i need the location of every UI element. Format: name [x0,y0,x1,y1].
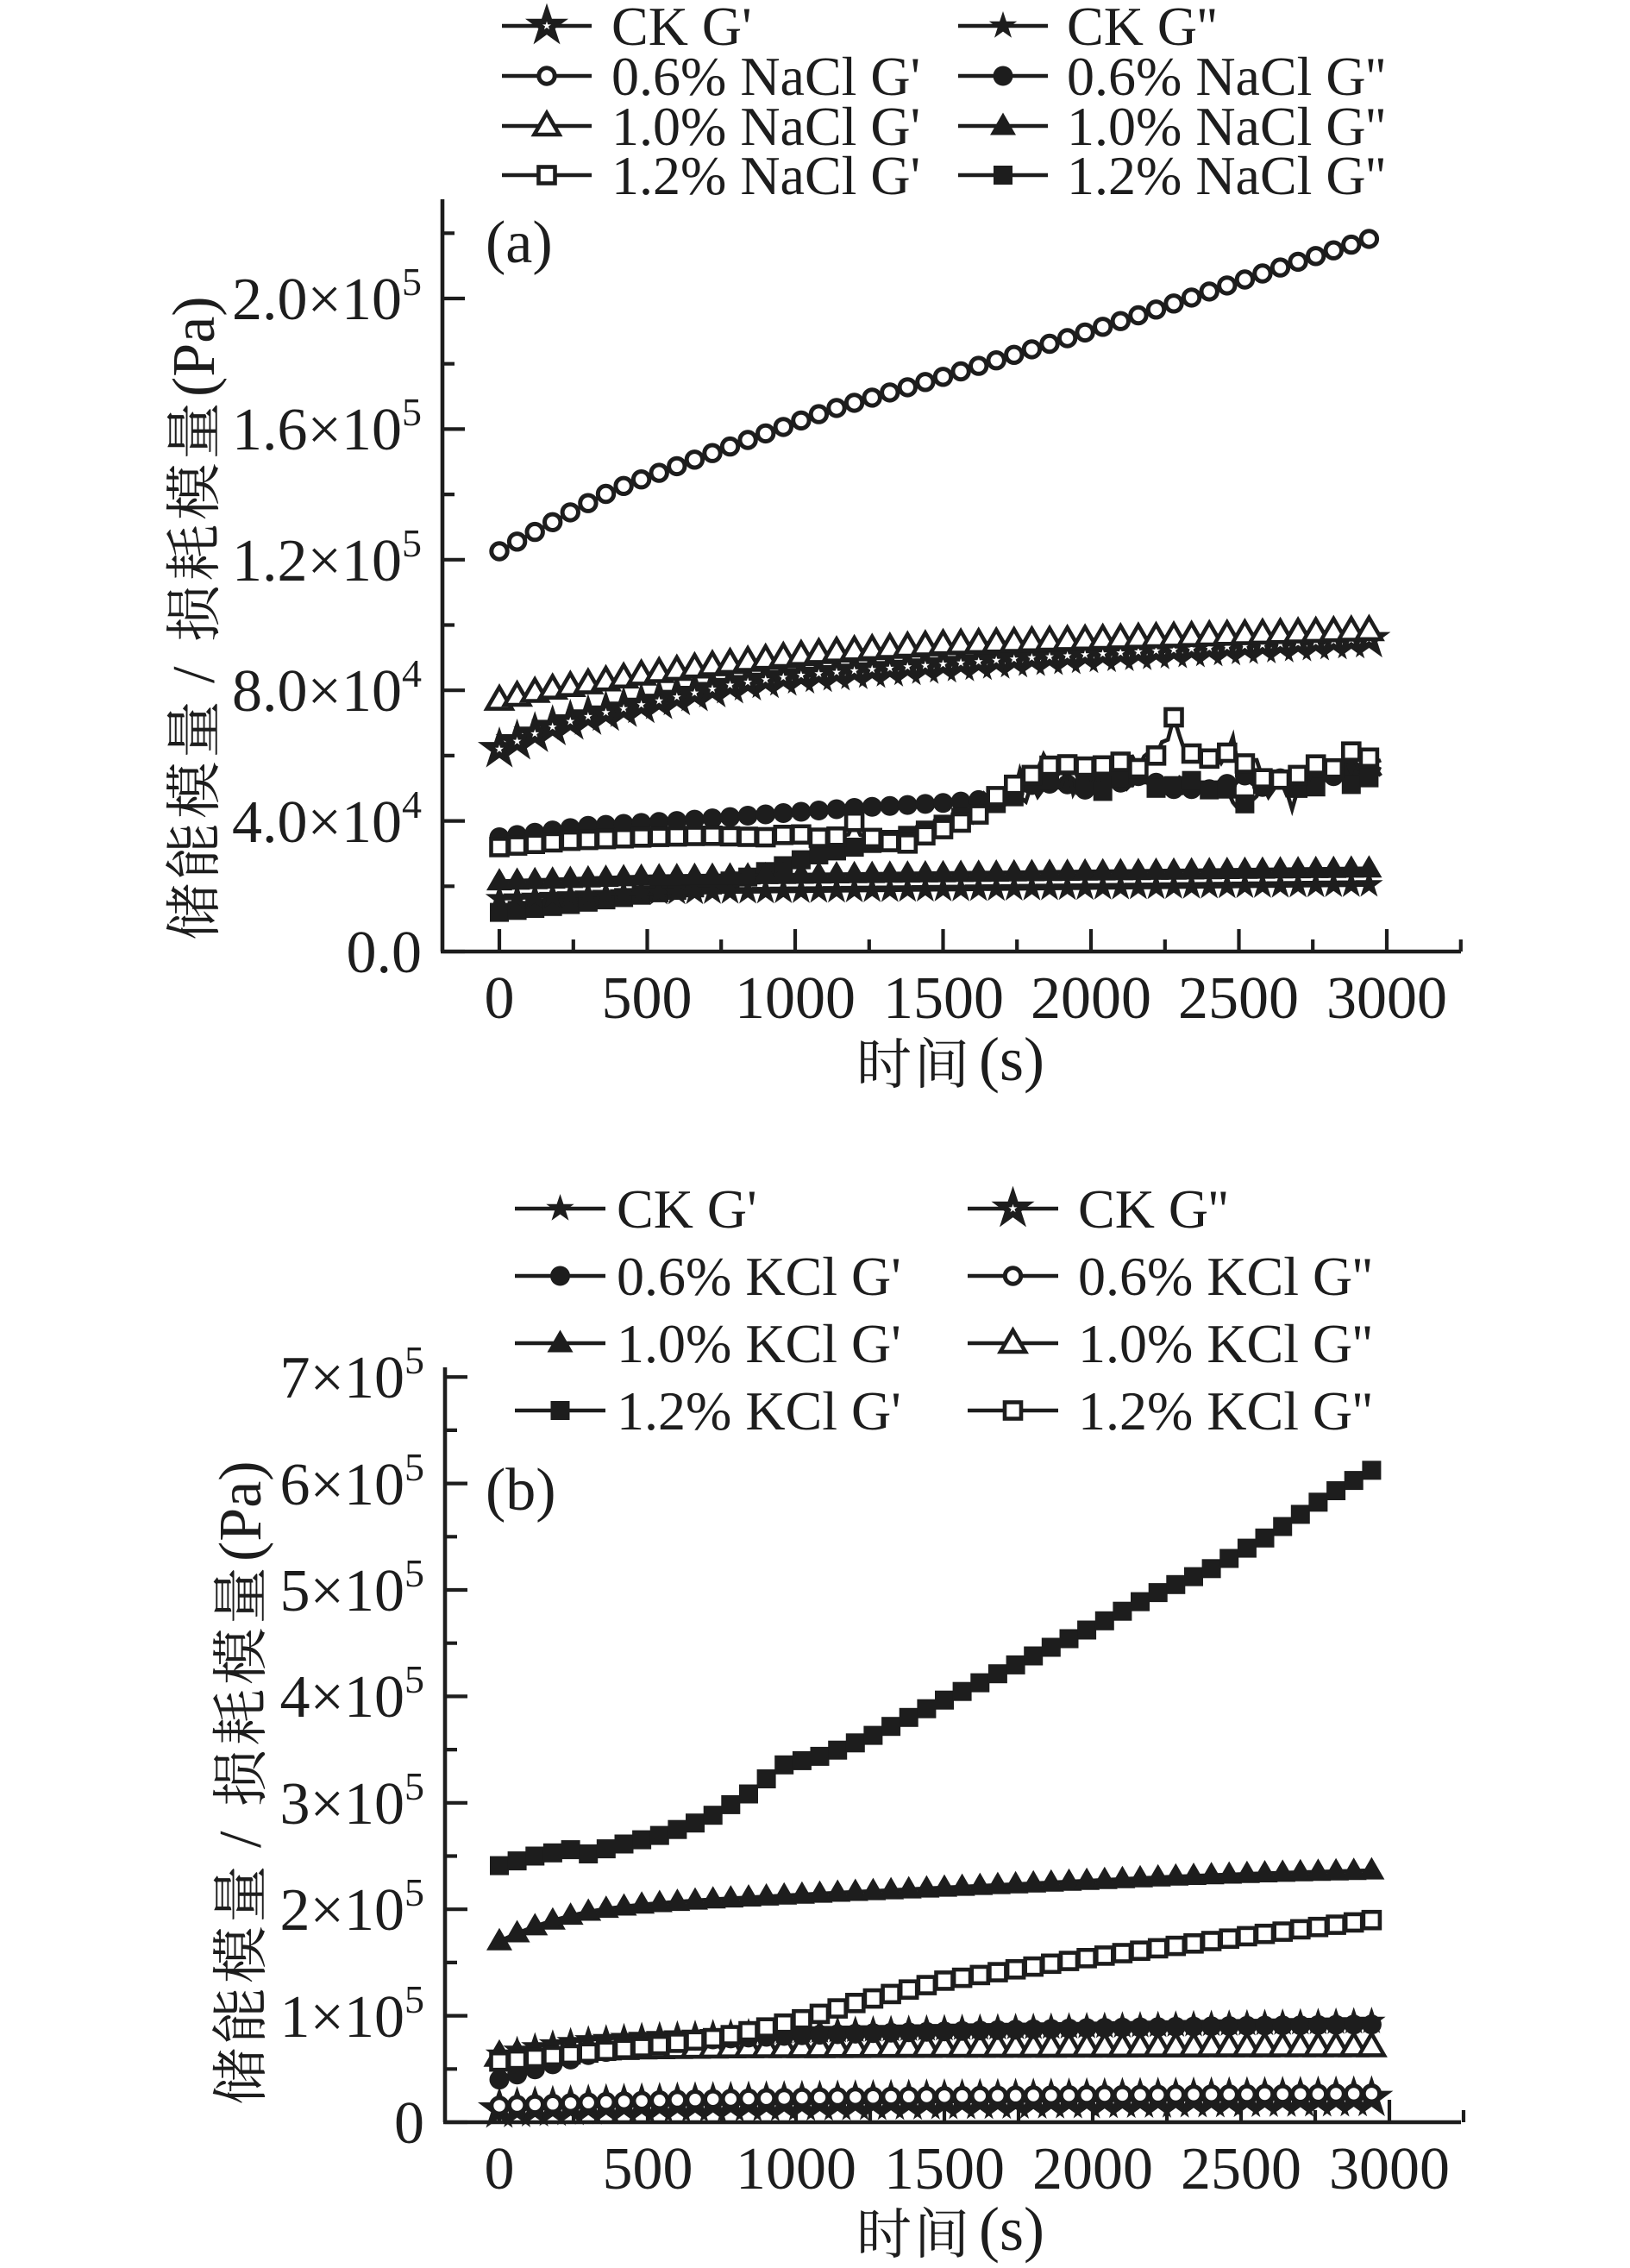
svg-text:1.2% KCl G'': 1.2% KCl G'' [1078,1380,1372,1442]
svg-text:1000: 1000 [735,965,856,1032]
svg-text:1.2% KCl G': 1.2% KCl G' [617,1380,901,1442]
svg-text:0: 0 [485,2136,515,2202]
svg-text:6×105: 6×105 [280,1445,424,1518]
svg-text:2000: 2000 [1031,965,1151,1032]
svg-text:(Pa): (Pa) [161,296,228,397]
svg-text:(s): (s) [979,2195,1044,2264]
svg-text:(Pa): (Pa) [208,1461,274,1561]
svg-text:4.0×104: 4.0×104 [232,782,422,856]
svg-text:500: 500 [603,2136,693,2202]
svg-text:2500: 2500 [1178,965,1299,1032]
svg-text:3000: 3000 [1326,965,1447,1032]
svg-text:1×105: 1×105 [280,1977,424,2051]
svg-text:2.0×105: 2.0×105 [232,260,422,333]
svg-text:/: / [161,666,228,683]
svg-text:4×105: 4×105 [280,1657,424,1731]
svg-text:0.6% NaCl G': 0.6% NaCl G' [611,46,920,107]
svg-text:1.0% KCl G': 1.0% KCl G' [617,1313,901,1374]
svg-text:1.2×105: 1.2×105 [232,521,422,594]
svg-text:0: 0 [485,965,515,1032]
svg-text:CK G': CK G' [611,0,752,57]
svg-text:0.6% KCl G'': 0.6% KCl G'' [1078,1246,1372,1307]
svg-text:CK G'': CK G'' [1078,1178,1228,1240]
svg-text:CK G': CK G' [617,1178,757,1240]
svg-text:1.2% NaCl G'': 1.2% NaCl G'' [1067,145,1386,206]
svg-text:(a): (a) [486,210,553,276]
svg-text:1.0% KCl G'': 1.0% KCl G'' [1078,1313,1372,1374]
svg-text:5×105: 5×105 [280,1551,424,1624]
svg-text:0.6% KCl G': 0.6% KCl G' [617,1246,901,1307]
svg-text:CK G'': CK G'' [1067,0,1217,57]
svg-text:3×105: 3×105 [280,1764,424,1838]
svg-text:0.6% NaCl G'': 0.6% NaCl G'' [1067,46,1386,107]
svg-text:1.2% NaCl G': 1.2% NaCl G' [611,145,920,206]
svg-text:500: 500 [602,965,693,1032]
svg-text:7×105: 7×105 [280,1338,424,1411]
svg-text:/: / [208,1831,274,1848]
svg-text:2000: 2000 [1032,2136,1153,2202]
svg-text:(s): (s) [979,1025,1044,1094]
svg-text:2×105: 2×105 [280,1870,424,1944]
svg-text:8.0×104: 8.0×104 [232,651,422,725]
svg-text:3000: 3000 [1329,2136,1450,2202]
svg-text:(b): (b) [486,1457,556,1524]
svg-text:1.6×105: 1.6×105 [232,390,422,463]
svg-text:1500: 1500 [884,2136,1005,2202]
svg-text:2500: 2500 [1181,2136,1301,2202]
svg-text:1.0% NaCl G': 1.0% NaCl G' [611,96,920,157]
svg-text:1.0% NaCl G'': 1.0% NaCl G'' [1067,96,1386,157]
svg-text:0.0: 0.0 [347,920,423,986]
svg-text:1000: 1000 [736,2136,856,2202]
svg-text:1500: 1500 [883,965,1004,1032]
svg-text:0: 0 [394,2090,424,2157]
